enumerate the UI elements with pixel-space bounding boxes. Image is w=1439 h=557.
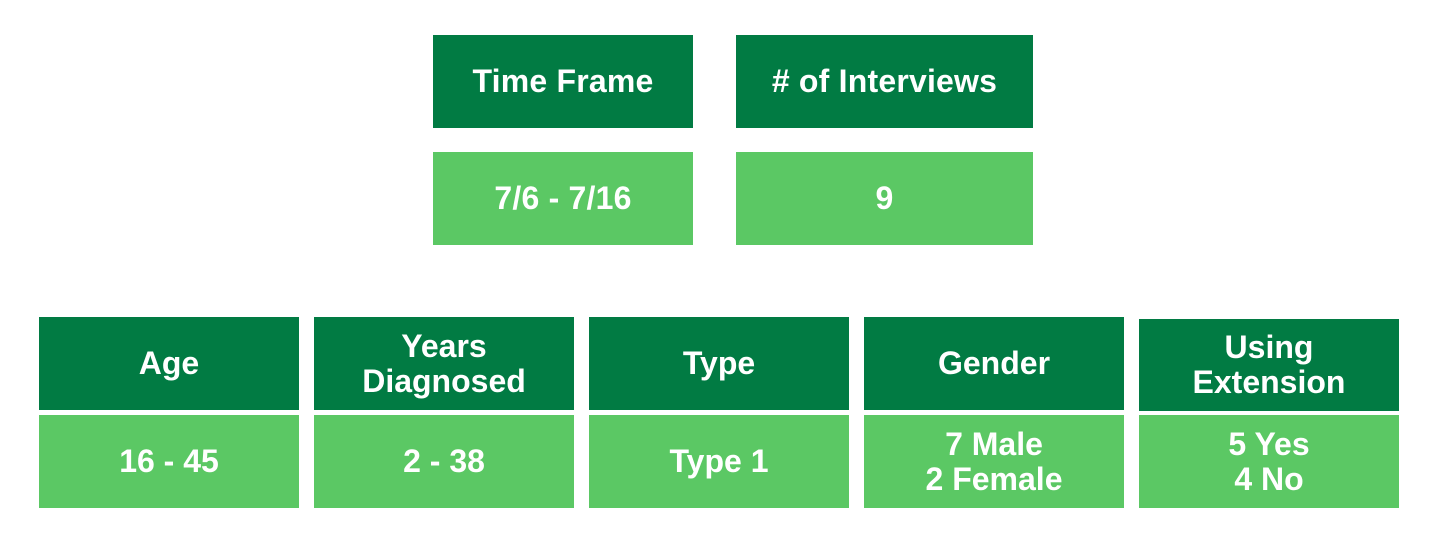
years-diagnosed-header: Years Diagnosed [314, 317, 574, 410]
using-extension-header: Using Extension [1139, 319, 1399, 411]
years-diagnosed-header-line-2: Diagnosed [362, 362, 526, 399]
time-frame-value-label: 7/6 - 7/16 [494, 180, 632, 216]
interviews-value: 9 [736, 152, 1033, 245]
gender-value: 7 Male 2 Female [864, 415, 1124, 508]
interviews-header-label: # of Interviews [771, 63, 998, 99]
using-extension-value: 5 Yes 4 No [1139, 415, 1399, 508]
age-value-label: 16 - 45 [119, 443, 219, 479]
interviews-value-label: 9 [875, 180, 894, 216]
age-value: 16 - 45 [39, 415, 299, 508]
years-diagnosed-value-label: 2 - 38 [403, 443, 485, 479]
time-frame-header-label: Time Frame [472, 63, 654, 99]
type-value: Type 1 [589, 415, 849, 508]
gender-value-line-1: 7 Male [945, 425, 1043, 462]
type-header: Type [589, 317, 849, 410]
type-header-label: Type [682, 345, 756, 381]
gender-header-label: Gender [937, 345, 1051, 381]
type-value-label: Type 1 [669, 443, 769, 479]
interviews-header: # of Interviews [736, 35, 1033, 128]
using-extension-header-line-2: Extension [1192, 364, 1346, 400]
age-header: Age [39, 317, 299, 410]
using-extension-header-line-1: Using [1224, 329, 1314, 365]
using-extension-value-line-1: 5 Yes [1228, 425, 1310, 462]
time-frame-value: 7/6 - 7/16 [433, 152, 693, 245]
using-extension-value-line-2: 4 No [1234, 460, 1304, 497]
years-diagnosed-value: 2 - 38 [314, 415, 574, 508]
gender-header: Gender [864, 317, 1124, 410]
time-frame-header: Time Frame [433, 35, 693, 128]
gender-value-line-2: 2 Female [925, 460, 1063, 497]
age-header-label: Age [138, 345, 200, 381]
years-diagnosed-header-line-1: Years [401, 327, 487, 364]
